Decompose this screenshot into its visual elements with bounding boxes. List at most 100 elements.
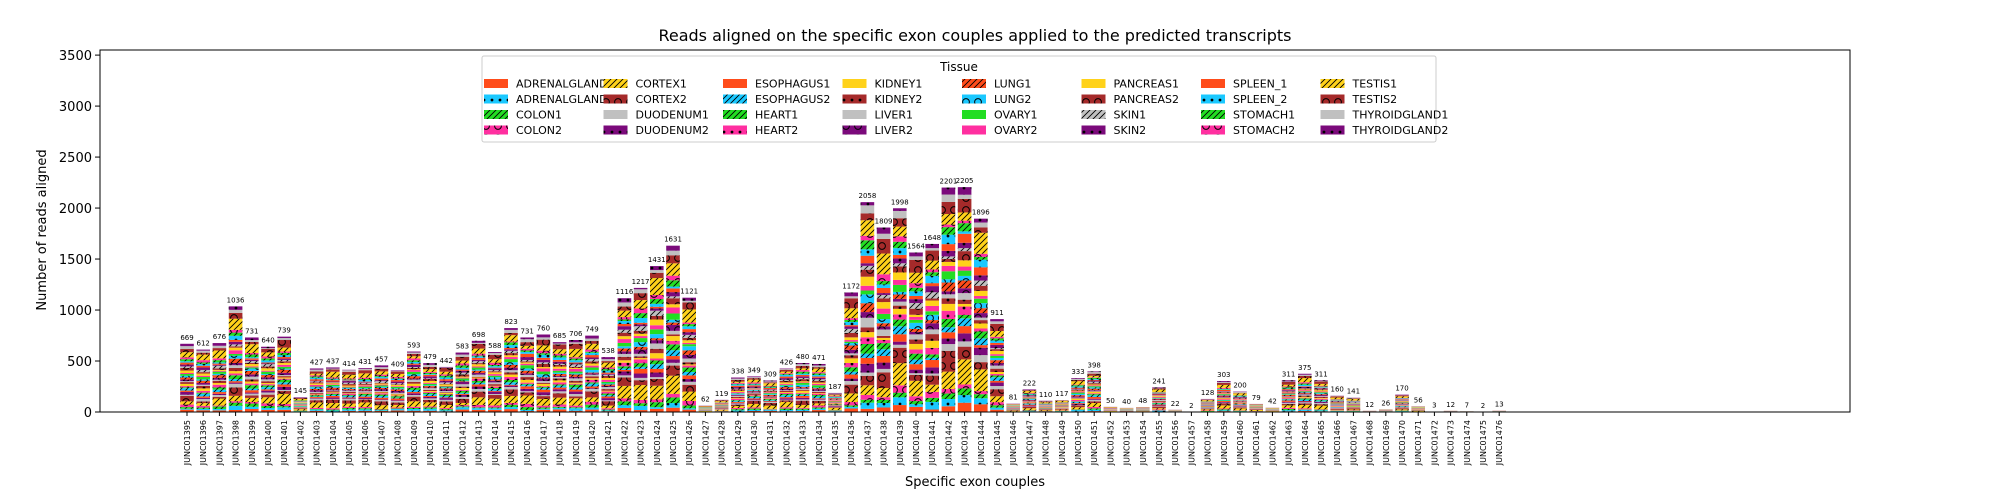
bar-segment-hatch: [601, 384, 615, 386]
bar-stack: [925, 243, 939, 412]
legend-title: Tissue: [939, 60, 978, 74]
bar-segment: [1087, 390, 1101, 392]
bar-segment-hatch: [277, 369, 291, 373]
bar-segment-hatch: [471, 376, 486, 378]
bar-segment-hatch: [1071, 380, 1085, 382]
bar-segment: [455, 387, 470, 390]
bar-segment: [423, 383, 437, 386]
bar-segment-hatch: [860, 240, 875, 250]
bar-segment-hatch: [455, 356, 470, 361]
bar-segment-hatch: [633, 359, 648, 364]
bar-value-label: 110: [1039, 391, 1052, 399]
bar-segment-hatch: [407, 360, 421, 362]
bar-segment-hatch: [682, 302, 696, 310]
bar-stack: [1411, 406, 1425, 412]
bar-segment-hatch: [1152, 403, 1166, 405]
bar-segment: [1395, 399, 1409, 400]
bar-segment-hatch: [196, 363, 210, 366]
bar-segment-hatch: [909, 349, 923, 354]
bar-segment-hatch: [925, 347, 939, 355]
bar-value-label: 588: [488, 342, 501, 350]
bar-segment-hatch: [228, 329, 243, 333]
bar-segment-hatch: [682, 334, 696, 338]
bar-segment-hatch: [633, 356, 648, 359]
bar-segment: [1152, 397, 1166, 399]
bar-segment-hatch: [909, 374, 923, 381]
bar-segment: [471, 374, 486, 377]
bar-segment-hatch: [309, 400, 324, 403]
x-tick-label: JUNC01462: [1268, 420, 1277, 466]
bar-segment-hatch: [455, 370, 470, 373]
bar-segment-hatch: [909, 259, 923, 273]
bar-segment-hatch: [957, 251, 972, 261]
bar-segment-hatch: [277, 376, 291, 378]
bar-segment-hatch: [439, 377, 453, 380]
bar-segment-hatch: [569, 340, 583, 343]
bar-segment: [488, 382, 502, 385]
bar-segment: [990, 365, 1004, 369]
bar-segment-hatch: [180, 364, 194, 367]
bar-segment-hatch: [309, 390, 324, 392]
bar-segment-hatch: [1038, 409, 1053, 411]
bar-segment-hatch: [844, 320, 858, 322]
bar-segment-hatch: [245, 395, 259, 398]
bar-segment: [326, 390, 340, 392]
bar-segment-hatch: [212, 408, 227, 411]
bar-segment-hatch: [795, 371, 810, 374]
bar-segment-hatch: [779, 380, 794, 383]
bar-segment-hatch: [844, 355, 858, 359]
bar-segment-hatch: [1071, 393, 1085, 396]
bar-segment-hatch: [504, 349, 518, 351]
bar-segment-hatch: [1087, 388, 1101, 390]
bar-segment-hatch: [1281, 387, 1296, 389]
bar-segment-hatch: [1298, 404, 1312, 409]
bar-segment-hatch: [228, 373, 243, 376]
bar-segment-hatch: [342, 387, 356, 389]
bar-segment-hatch: [941, 214, 956, 225]
bar-segment-hatch: [1298, 393, 1312, 395]
bar-segment-hatch: [439, 367, 453, 372]
bar-segment-hatch: [682, 384, 696, 392]
bar-segment: [763, 408, 777, 410]
bar-segment-hatch: [731, 398, 745, 401]
bar-segment: [423, 374, 437, 377]
bar-segment: [844, 358, 858, 364]
bar-segment: [228, 350, 243, 354]
bar-segment-hatch: [1298, 373, 1312, 375]
bar-segment-hatch: [779, 378, 794, 380]
bar-segment: [1022, 397, 1037, 399]
bar-segment-hatch: [1314, 398, 1328, 400]
bar-segment-hatch: [763, 403, 777, 406]
bar-segment-hatch: [860, 220, 875, 236]
bar-segment-hatch: [180, 377, 194, 380]
bar-segment: [309, 409, 324, 410]
bar-segment: [941, 332, 956, 339]
bar-segment-hatch: [974, 253, 988, 257]
bar-segment: [633, 358, 648, 360]
bar-segment-hatch: [374, 389, 389, 391]
bar-segment-hatch: [180, 367, 194, 371]
bar-segment: [650, 306, 664, 309]
bar-segment-hatch: [812, 400, 826, 404]
bar-value-label: 1036: [227, 296, 245, 304]
bar-segment-hatch: [828, 405, 842, 407]
bar-segment-hatch: [666, 350, 680, 357]
bar-stack: [1314, 380, 1328, 412]
bar-segment-hatch: [876, 343, 891, 350]
bar-segment: [779, 369, 794, 370]
bar-stack: [1071, 378, 1085, 412]
bar-segment-hatch: [925, 375, 939, 385]
bar-segment-hatch: [812, 408, 826, 411]
bar-stack: [1217, 381, 1231, 412]
bar-segment-hatch: [974, 313, 988, 318]
bar-segment-hatch: [731, 396, 745, 398]
bar-segment-hatch: [326, 378, 340, 380]
bar-value-label: 50: [1106, 397, 1115, 405]
bar-segment-hatch: [261, 374, 275, 376]
bar-segment: [812, 398, 826, 400]
bar-segment-hatch: [326, 393, 340, 394]
bar-segment-hatch: [974, 227, 988, 233]
x-tick-label: JUNC01440: [912, 420, 921, 466]
bar-segment-hatch: [601, 375, 615, 378]
